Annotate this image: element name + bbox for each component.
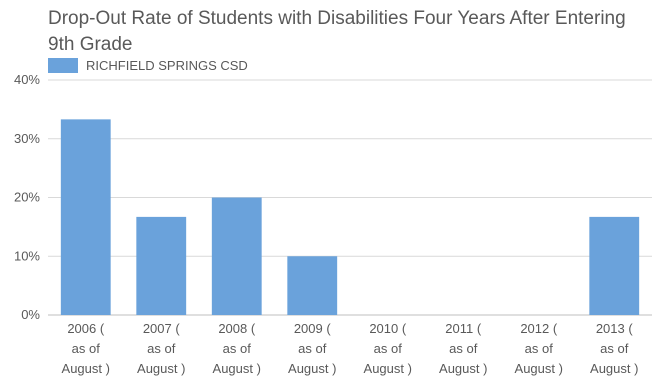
y-tick-label: 30% [14, 131, 40, 146]
x-tick-label: as of [374, 341, 403, 356]
legend-swatch [48, 58, 78, 73]
x-tick-label: as of [147, 341, 176, 356]
x-tick-label: as of [600, 341, 629, 356]
bar [60, 119, 111, 315]
chart-legend: RICHFIELD SPRINGS CSD [48, 58, 248, 73]
x-tick-label: August ) [62, 361, 110, 376]
x-tick-label: 2011 ( [445, 321, 482, 336]
x-tick-label: August ) [439, 361, 487, 376]
x-tick-label: August ) [364, 361, 412, 376]
x-tick-label: 2012 ( [520, 321, 558, 336]
x-tick-label: as of [449, 341, 478, 356]
y-tick-label: 0% [21, 307, 40, 322]
bar [136, 216, 187, 315]
x-tick-label: as of [223, 341, 252, 356]
x-tick-label: 2013 ( [596, 321, 634, 336]
x-tick-label: August ) [213, 361, 261, 376]
x-tick-label: August ) [515, 361, 563, 376]
x-tick-label: as of [298, 341, 327, 356]
labels-layer: 0% 10% 20% 30% 40% 2006 ( as of August ) 2007 ( a… [14, 72, 638, 376]
x-tick-label: 2008 ( [218, 321, 256, 336]
x-tick-label: 2010 ( [369, 321, 407, 336]
x-tick-label: as of [525, 341, 554, 356]
bar [287, 256, 338, 315]
x-tick-label: as of [72, 341, 101, 356]
x-tick-label: 2009 ( [294, 321, 332, 336]
bar [589, 216, 640, 315]
bars-layer [60, 119, 640, 315]
y-tick-label: 40% [14, 72, 40, 87]
x-tick-label: 2007 ( [143, 321, 181, 336]
y-tick-label: 20% [14, 190, 40, 205]
legend-label: RICHFIELD SPRINGS CSD [86, 58, 248, 73]
bar [211, 197, 262, 315]
y-tick-label: 10% [14, 248, 40, 263]
x-tick-label: August ) [137, 361, 185, 376]
x-tick-label: August ) [288, 361, 336, 376]
x-tick-label: 2006 ( [67, 321, 105, 336]
x-tick-label: August ) [590, 361, 638, 376]
chart-title: Drop-Out Rate of Students with Disabilit… [48, 8, 626, 55]
